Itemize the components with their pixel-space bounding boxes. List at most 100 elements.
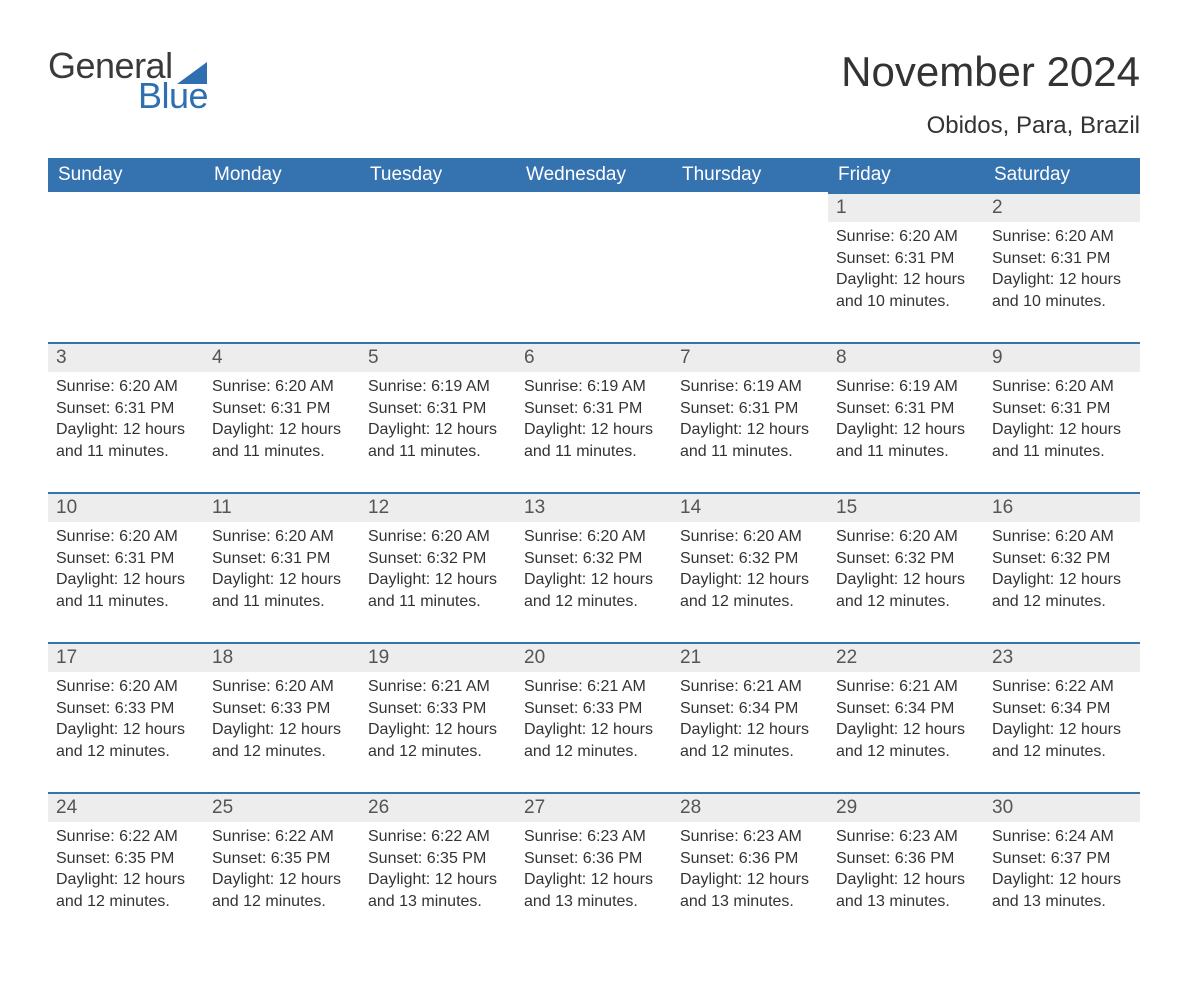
sunset-line: Sunset: 6:37 PM xyxy=(992,848,1132,870)
day-number-empty xyxy=(204,192,360,220)
weekday-header: Wednesday xyxy=(516,158,672,192)
day-details: Sunrise: 6:19 AMSunset: 6:31 PMDaylight:… xyxy=(672,372,828,470)
sunset-line: Sunset: 6:32 PM xyxy=(992,548,1132,570)
sunset-line: Sunset: 6:31 PM xyxy=(680,398,820,420)
sunset-line: Sunset: 6:36 PM xyxy=(680,848,820,870)
calendar-day-cell: 15Sunrise: 6:20 AMSunset: 6:32 PMDayligh… xyxy=(828,492,984,642)
daylight-line-1: Daylight: 12 hours xyxy=(56,869,196,891)
daylight-line-1: Daylight: 12 hours xyxy=(212,869,352,891)
logo: General Blue xyxy=(48,48,208,114)
day-details: Sunrise: 6:19 AMSunset: 6:31 PMDaylight:… xyxy=(828,372,984,470)
title-block: November 2024 Obidos, Para, Brazil xyxy=(841,48,1140,148)
day-number-empty xyxy=(48,192,204,220)
sunrise-line: Sunrise: 6:20 AM xyxy=(992,226,1132,248)
calendar-day-cell xyxy=(360,192,516,342)
daylight-line-2: and 13 minutes. xyxy=(524,891,664,913)
day-details: Sunrise: 6:20 AMSunset: 6:33 PMDaylight:… xyxy=(48,672,204,770)
calendar-week-row: 3Sunrise: 6:20 AMSunset: 6:31 PMDaylight… xyxy=(48,342,1140,492)
daylight-line-2: and 13 minutes. xyxy=(368,891,508,913)
calendar-table: Sunday Monday Tuesday Wednesday Thursday… xyxy=(48,158,1140,942)
sunrise-line: Sunrise: 6:19 AM xyxy=(680,376,820,398)
sunset-line: Sunset: 6:31 PM xyxy=(836,398,976,420)
sunrise-line: Sunrise: 6:20 AM xyxy=(836,526,976,548)
sunrise-line: Sunrise: 6:20 AM xyxy=(992,526,1132,548)
calendar-day-cell: 8Sunrise: 6:19 AMSunset: 6:31 PMDaylight… xyxy=(828,342,984,492)
day-number: 24 xyxy=(48,792,204,822)
day-details: Sunrise: 6:23 AMSunset: 6:36 PMDaylight:… xyxy=(672,822,828,920)
day-number: 10 xyxy=(48,492,204,522)
sunrise-line: Sunrise: 6:20 AM xyxy=(212,676,352,698)
day-number: 26 xyxy=(360,792,516,822)
sunset-line: Sunset: 6:34 PM xyxy=(680,698,820,720)
sunrise-line: Sunrise: 6:20 AM xyxy=(680,526,820,548)
day-number: 17 xyxy=(48,642,204,672)
daylight-line-1: Daylight: 12 hours xyxy=(992,569,1132,591)
calendar-day-cell: 12Sunrise: 6:20 AMSunset: 6:32 PMDayligh… xyxy=(360,492,516,642)
calendar-day-cell: 9Sunrise: 6:20 AMSunset: 6:31 PMDaylight… xyxy=(984,342,1140,492)
daylight-line-2: and 12 minutes. xyxy=(836,741,976,763)
daylight-line-2: and 13 minutes. xyxy=(680,891,820,913)
day-number: 28 xyxy=(672,792,828,822)
sunset-line: Sunset: 6:33 PM xyxy=(524,698,664,720)
calendar-week-row: 1Sunrise: 6:20 AMSunset: 6:31 PMDaylight… xyxy=(48,192,1140,342)
daylight-line-2: and 12 minutes. xyxy=(212,891,352,913)
daylight-line-1: Daylight: 12 hours xyxy=(992,719,1132,741)
day-details: Sunrise: 6:21 AMSunset: 6:34 PMDaylight:… xyxy=(672,672,828,770)
sunrise-line: Sunrise: 6:21 AM xyxy=(836,676,976,698)
day-number: 23 xyxy=(984,642,1140,672)
day-number: 29 xyxy=(828,792,984,822)
day-number: 22 xyxy=(828,642,984,672)
day-details: Sunrise: 6:20 AMSunset: 6:31 PMDaylight:… xyxy=(984,372,1140,470)
calendar-day-cell: 29Sunrise: 6:23 AMSunset: 6:36 PMDayligh… xyxy=(828,792,984,942)
weekday-header: Thursday xyxy=(672,158,828,192)
calendar-day-cell: 14Sunrise: 6:20 AMSunset: 6:32 PMDayligh… xyxy=(672,492,828,642)
sunset-line: Sunset: 6:35 PM xyxy=(212,848,352,870)
day-details: Sunrise: 6:20 AMSunset: 6:32 PMDaylight:… xyxy=(516,522,672,620)
day-details: Sunrise: 6:20 AMSunset: 6:33 PMDaylight:… xyxy=(204,672,360,770)
weekday-header: Sunday xyxy=(48,158,204,192)
sunset-line: Sunset: 6:32 PM xyxy=(524,548,664,570)
day-details: Sunrise: 6:21 AMSunset: 6:33 PMDaylight:… xyxy=(516,672,672,770)
day-details: Sunrise: 6:23 AMSunset: 6:36 PMDaylight:… xyxy=(828,822,984,920)
sunset-line: Sunset: 6:32 PM xyxy=(680,548,820,570)
day-details: Sunrise: 6:21 AMSunset: 6:34 PMDaylight:… xyxy=(828,672,984,770)
sunset-line: Sunset: 6:31 PM xyxy=(212,398,352,420)
sunset-line: Sunset: 6:33 PM xyxy=(56,698,196,720)
sunrise-line: Sunrise: 6:23 AM xyxy=(524,826,664,848)
calendar-day-cell: 17Sunrise: 6:20 AMSunset: 6:33 PMDayligh… xyxy=(48,642,204,792)
calendar-week-row: 24Sunrise: 6:22 AMSunset: 6:35 PMDayligh… xyxy=(48,792,1140,942)
daylight-line-2: and 11 minutes. xyxy=(212,441,352,463)
day-number-empty xyxy=(672,192,828,220)
calendar-day-cell: 2Sunrise: 6:20 AMSunset: 6:31 PMDaylight… xyxy=(984,192,1140,342)
daylight-line-1: Daylight: 12 hours xyxy=(836,419,976,441)
calendar-day-cell: 27Sunrise: 6:23 AMSunset: 6:36 PMDayligh… xyxy=(516,792,672,942)
day-number: 19 xyxy=(360,642,516,672)
daylight-line-2: and 10 minutes. xyxy=(836,291,976,313)
day-details: Sunrise: 6:20 AMSunset: 6:31 PMDaylight:… xyxy=(48,372,204,470)
sunrise-line: Sunrise: 6:19 AM xyxy=(836,376,976,398)
sunset-line: Sunset: 6:31 PM xyxy=(836,248,976,270)
daylight-line-2: and 12 minutes. xyxy=(992,591,1132,613)
calendar-day-cell xyxy=(516,192,672,342)
day-number: 18 xyxy=(204,642,360,672)
daylight-line-2: and 12 minutes. xyxy=(524,741,664,763)
calendar-week-row: 17Sunrise: 6:20 AMSunset: 6:33 PMDayligh… xyxy=(48,642,1140,792)
day-number: 9 xyxy=(984,342,1140,372)
sunrise-line: Sunrise: 6:21 AM xyxy=(680,676,820,698)
daylight-line-2: and 12 minutes. xyxy=(56,891,196,913)
day-number: 20 xyxy=(516,642,672,672)
daylight-line-1: Daylight: 12 hours xyxy=(836,569,976,591)
sunset-line: Sunset: 6:36 PM xyxy=(524,848,664,870)
daylight-line-1: Daylight: 12 hours xyxy=(56,569,196,591)
daylight-line-1: Daylight: 12 hours xyxy=(680,419,820,441)
calendar-day-cell: 5Sunrise: 6:19 AMSunset: 6:31 PMDaylight… xyxy=(360,342,516,492)
header: General Blue November 2024 Obidos, Para,… xyxy=(48,48,1140,148)
daylight-line-2: and 11 minutes. xyxy=(524,441,664,463)
day-details: Sunrise: 6:19 AMSunset: 6:31 PMDaylight:… xyxy=(360,372,516,470)
sunrise-line: Sunrise: 6:20 AM xyxy=(992,376,1132,398)
calendar-day-cell: 26Sunrise: 6:22 AMSunset: 6:35 PMDayligh… xyxy=(360,792,516,942)
daylight-line-1: Daylight: 12 hours xyxy=(368,569,508,591)
day-number: 14 xyxy=(672,492,828,522)
daylight-line-1: Daylight: 12 hours xyxy=(524,569,664,591)
calendar-day-cell: 23Sunrise: 6:22 AMSunset: 6:34 PMDayligh… xyxy=(984,642,1140,792)
